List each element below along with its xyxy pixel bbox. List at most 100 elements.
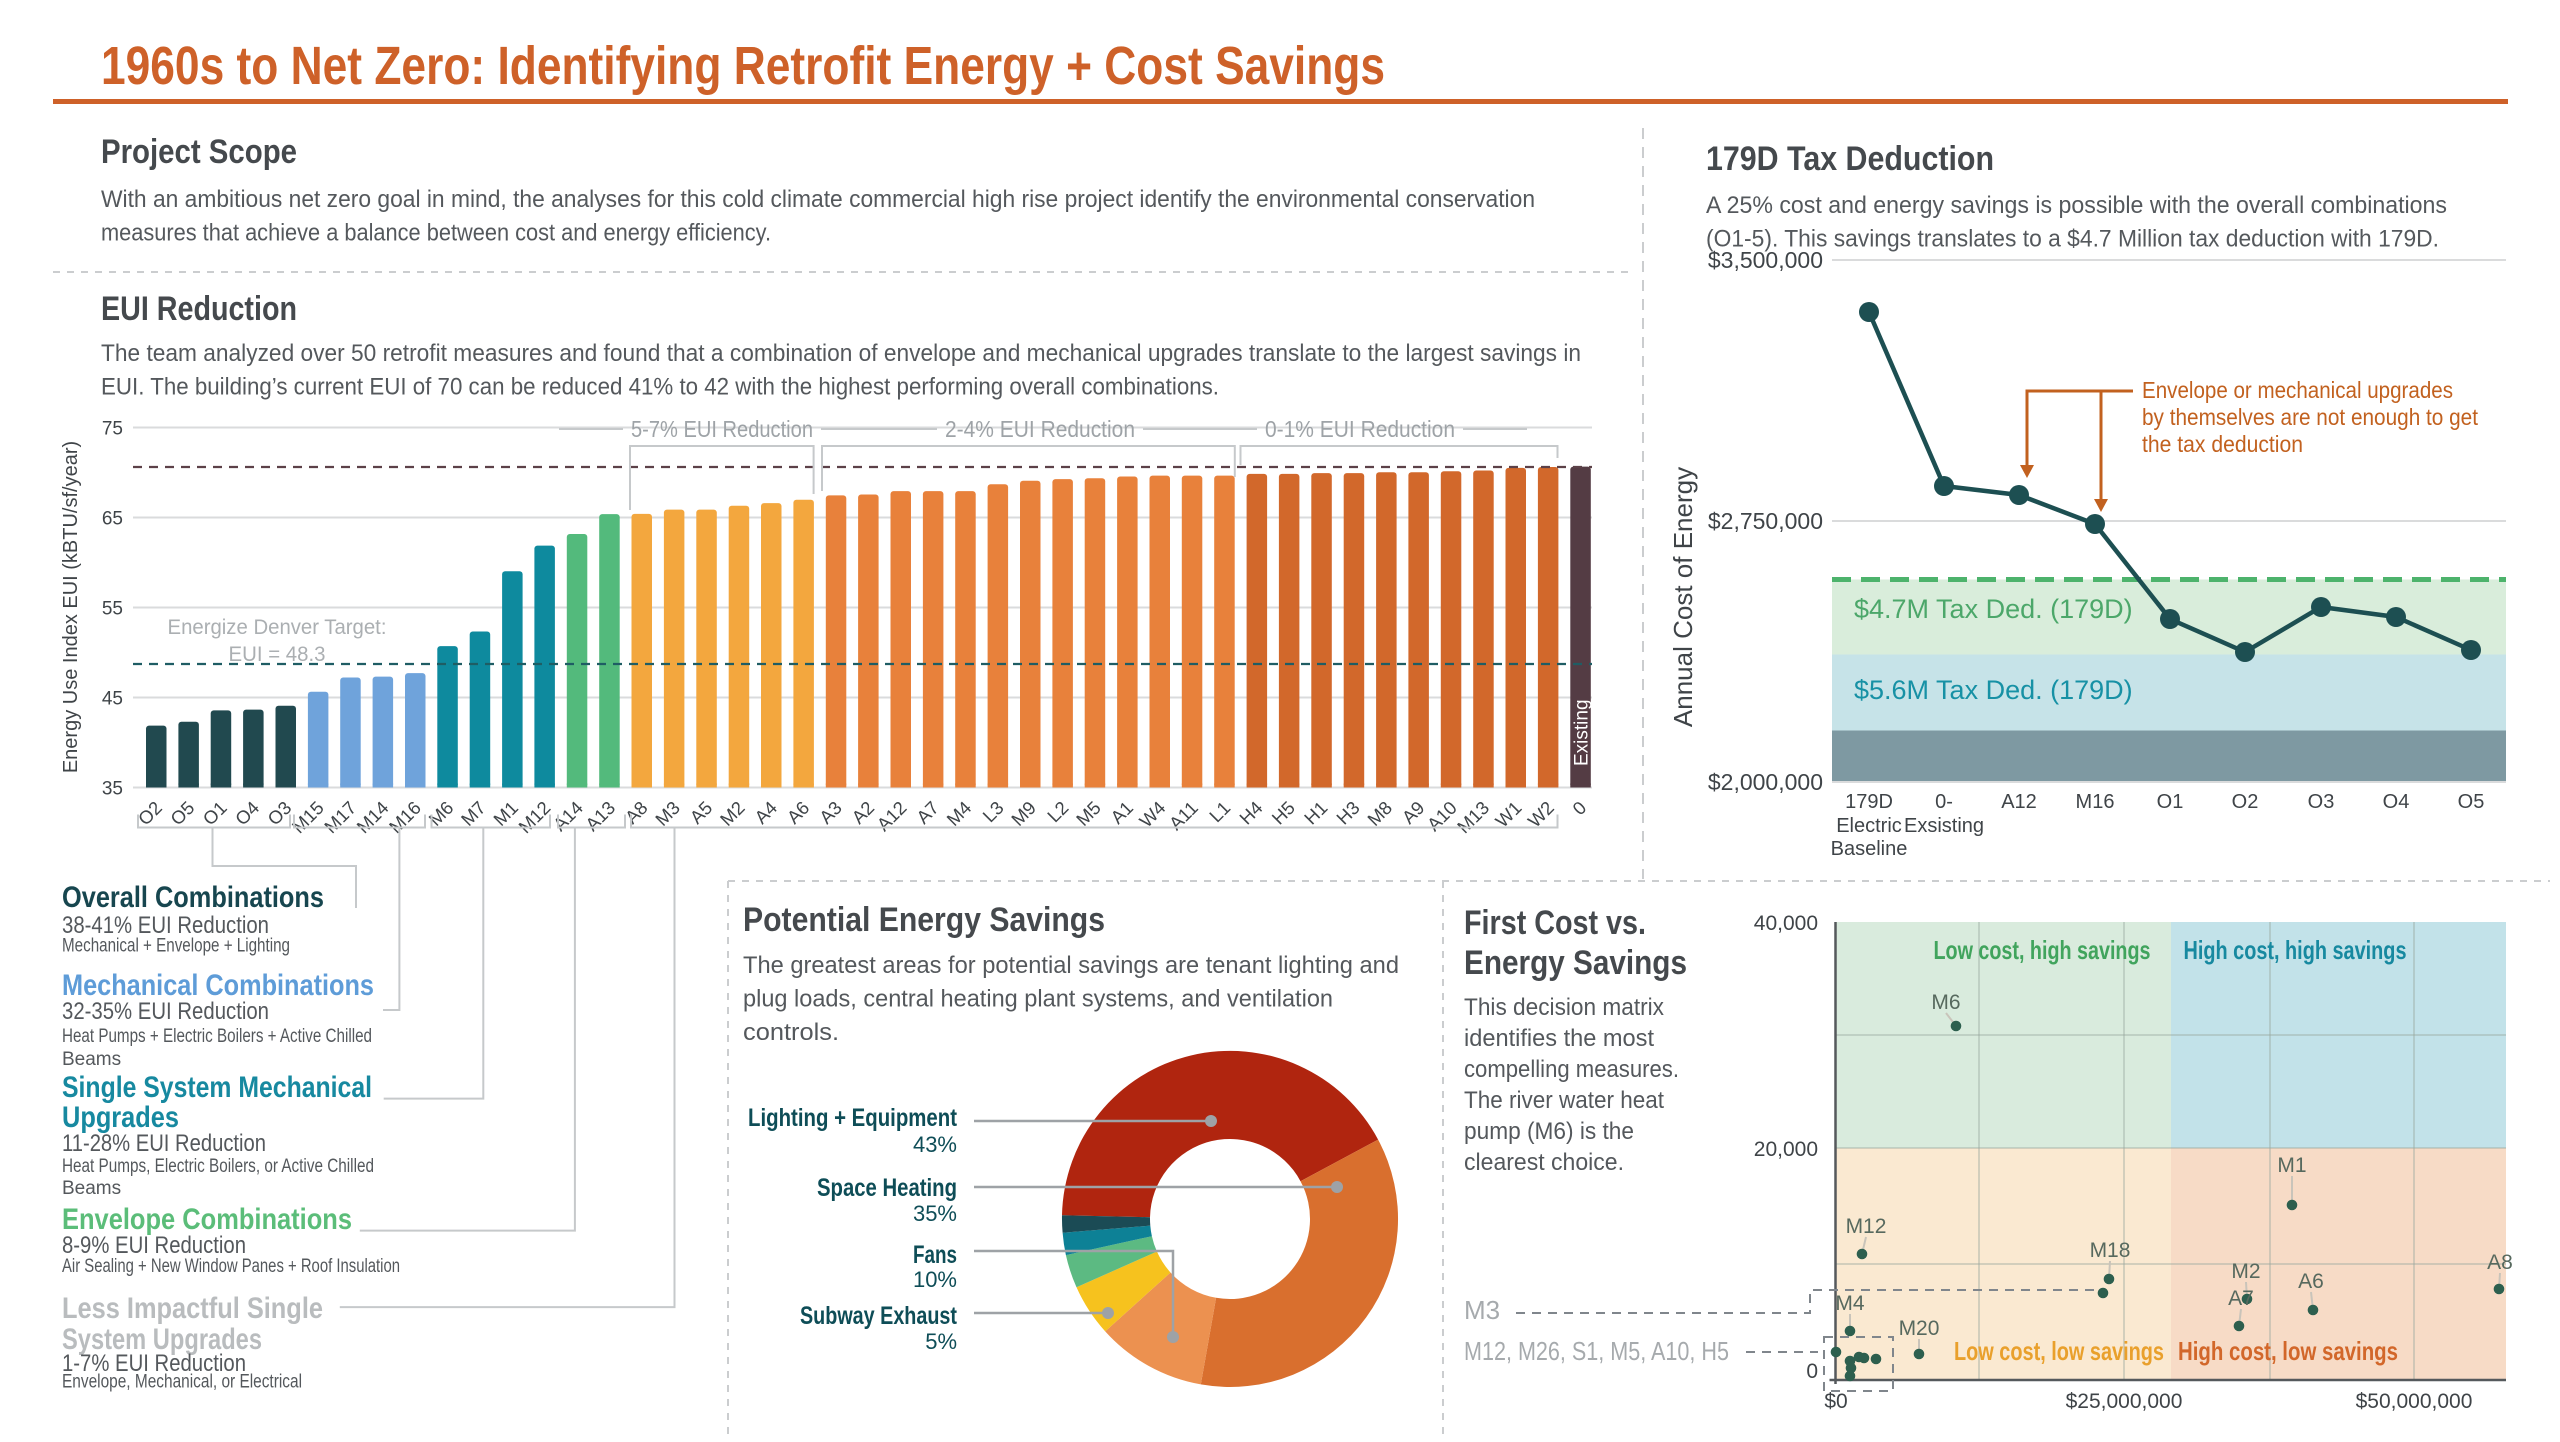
svg-text:179D: 179D <box>1845 791 1893 813</box>
svg-text:controls.: controls. <box>743 1019 839 1046</box>
svg-text:45: 45 <box>102 689 123 710</box>
svg-text:55: 55 <box>102 599 123 620</box>
svg-text:$4.7M Tax Ded. (179D): $4.7M Tax Ded. (179D) <box>1854 594 2133 624</box>
svg-text:Energy Savings: Energy Savings <box>1464 944 1687 982</box>
svg-text:A4: A4 <box>750 797 781 828</box>
svg-text:O4: O4 <box>231 797 263 829</box>
svg-text:Low cost, high savings: Low cost, high savings <box>1934 935 2151 965</box>
svg-text:0: 0 <box>1568 797 1590 819</box>
svg-text:M12: M12 <box>514 797 554 837</box>
svg-text:Mechanical Combinations: Mechanical Combinations <box>62 969 374 1002</box>
svg-text:$0: $0 <box>1824 1390 1847 1413</box>
svg-text:M20: M20 <box>1899 1317 1940 1340</box>
svg-text:Low cost, low savings: Low cost, low savings <box>1954 1336 2164 1366</box>
svg-text:Space Heating: Space Heating <box>817 1174 957 1202</box>
svg-text:W4: W4 <box>1135 797 1169 831</box>
svg-text:H5: H5 <box>1267 797 1299 829</box>
svg-text:Energize Denver Target:: Energize Denver Target: <box>168 616 387 639</box>
svg-text:1-7% EUI Reduction: 1-7% EUI Reduction <box>62 1350 246 1377</box>
svg-text:A6: A6 <box>2298 1270 2324 1293</box>
svg-text:Baseline: Baseline <box>1831 838 1908 860</box>
svg-text:179D Tax Deduction: 179D Tax Deduction <box>1706 140 1994 178</box>
svg-text:A9: A9 <box>1398 797 1429 828</box>
svg-text:With an ambitious net zero goa: With an ambitious net zero goal in mind,… <box>101 186 1535 213</box>
svg-text:This decision matrix: This decision matrix <box>1464 994 1664 1021</box>
svg-text:A11: A11 <box>1165 797 1202 834</box>
svg-text:$2,000,000: $2,000,000 <box>1708 769 1823 795</box>
svg-text:O5: O5 <box>166 797 198 829</box>
svg-text:The team analyzed over 50 retr: The team analyzed over 50 retrofit measu… <box>101 340 1581 367</box>
svg-text:Envelope Combinations: Envelope Combinations <box>62 1203 352 1236</box>
svg-text:A 25% cost and energy savings: A 25% cost and energy savings is possibl… <box>1706 192 2447 219</box>
svg-text:Overall Combinations: Overall Combinations <box>62 881 324 914</box>
svg-text:32-35% EUI Reduction: 32-35% EUI Reduction <box>62 998 269 1025</box>
svg-text:A1: A1 <box>1106 797 1137 828</box>
svg-text:System Upgrades: System Upgrades <box>62 1323 262 1356</box>
svg-text:Subway Exhaust: Subway Exhaust <box>800 1302 958 1330</box>
svg-text:Beams: Beams <box>62 1178 121 1199</box>
svg-text:H1: H1 <box>1300 797 1332 829</box>
svg-text:M8: M8 <box>1363 797 1396 830</box>
svg-text:O1: O1 <box>199 797 231 829</box>
svg-text:A7: A7 <box>2228 1287 2254 1310</box>
svg-text:M3: M3 <box>651 797 684 830</box>
svg-text:A12: A12 <box>2001 791 2037 813</box>
svg-text:M9: M9 <box>1007 797 1040 830</box>
svg-text:O2: O2 <box>2232 791 2259 813</box>
svg-text:First Cost vs.: First Cost vs. <box>1464 904 1646 942</box>
svg-text:M18: M18 <box>2090 1239 2131 1262</box>
svg-text:M1: M1 <box>2277 1154 2306 1177</box>
svg-text:pump (M6) is the: pump (M6) is the <box>1464 1118 1634 1145</box>
svg-text:The greatest areas for potenti: The greatest areas for potential savings… <box>743 952 1399 979</box>
svg-text:A6: A6 <box>783 797 814 828</box>
svg-text:0-: 0- <box>1935 791 1953 813</box>
svg-text:10%: 10% <box>913 1267 957 1292</box>
svg-text:A7: A7 <box>912 797 943 828</box>
svg-text:M13: M13 <box>1453 797 1493 837</box>
svg-text:EUI = 48.3: EUI = 48.3 <box>229 643 326 666</box>
svg-text:Upgrades: Upgrades <box>62 1101 179 1134</box>
svg-text:5-7% EUI Reduction: 5-7% EUI Reduction <box>631 416 813 442</box>
svg-text:A8: A8 <box>2487 1251 2513 1274</box>
svg-text:W2: W2 <box>1524 797 1558 831</box>
svg-text:L3: L3 <box>978 797 1007 826</box>
svg-text:by themselves are not enough t: by themselves are not enough to get <box>2142 404 2479 430</box>
svg-text:M12, M26, S1, M5, A10, H5: M12, M26, S1, M5, A10, H5 <box>1464 1336 1729 1366</box>
svg-text:0: 0 <box>1806 1360 1818 1383</box>
svg-text:M4: M4 <box>942 797 975 830</box>
svg-text:the tax deduction: the tax deduction <box>2142 431 2303 457</box>
svg-text:Exsisting: Exsisting <box>1904 815 1984 837</box>
svg-text:M3: M3 <box>1464 1295 1500 1325</box>
svg-text:$50,000,000: $50,000,000 <box>2356 1390 2473 1413</box>
svg-text:20,000: 20,000 <box>1754 1138 1818 1161</box>
svg-text:Fans: Fans <box>913 1241 957 1269</box>
svg-text:Mechanical + Envelope + Lighti: Mechanical + Envelope + Lighting <box>62 936 290 957</box>
svg-text:5%: 5% <box>925 1329 957 1354</box>
svg-text:35: 35 <box>102 779 123 800</box>
svg-text:M4: M4 <box>1835 1292 1864 1315</box>
svg-text:M5: M5 <box>1072 797 1105 830</box>
svg-text:A2: A2 <box>847 797 878 828</box>
svg-text:A10: A10 <box>1423 797 1461 835</box>
svg-text:Potential Energy Savings: Potential Energy Savings <box>743 901 1105 939</box>
svg-text:measures that achieve a balanc: measures that achieve a balance between … <box>101 220 771 247</box>
svg-text:O1: O1 <box>2157 791 2184 813</box>
svg-text:$2,750,000: $2,750,000 <box>1708 508 1823 534</box>
svg-text:Existing: Existing <box>1572 699 1593 766</box>
svg-text:M2: M2 <box>2231 1260 2260 1283</box>
svg-text:Beams: Beams <box>62 1049 121 1070</box>
svg-text:Lighting + Equipment: Lighting + Equipment <box>748 1104 958 1132</box>
svg-text:43%: 43% <box>913 1132 957 1157</box>
svg-text:O5: O5 <box>2458 791 2485 813</box>
svg-text:Project Scope: Project Scope <box>101 133 297 171</box>
svg-text:M12: M12 <box>1846 1215 1887 1238</box>
svg-text:Envelope, Mechanical, or Elect: Envelope, Mechanical, or Electrical <box>62 1372 302 1393</box>
svg-text:clearest choice.: clearest choice. <box>1464 1149 1624 1176</box>
svg-text:11-28% EUI Reduction: 11-28% EUI Reduction <box>62 1130 266 1157</box>
svg-text:$25,000,000: $25,000,000 <box>2066 1390 2183 1413</box>
svg-text:M16: M16 <box>385 797 425 837</box>
svg-text:Electric: Electric <box>1836 815 1902 837</box>
svg-text:8-9% EUI Reduction: 8-9% EUI Reduction <box>62 1232 246 1259</box>
svg-text:O3: O3 <box>2308 791 2335 813</box>
svg-text:40,000: 40,000 <box>1754 912 1818 935</box>
